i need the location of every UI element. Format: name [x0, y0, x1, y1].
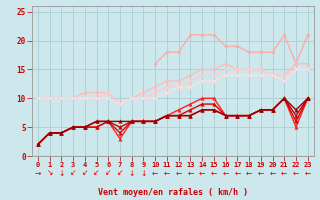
Text: ↓: ↓ — [140, 168, 147, 178]
Text: ↓: ↓ — [58, 168, 65, 178]
Text: ←: ← — [164, 168, 170, 178]
Text: ↙: ↙ — [117, 168, 123, 178]
Text: ↓: ↓ — [129, 168, 135, 178]
Text: ←: ← — [187, 168, 194, 178]
X-axis label: Vent moyen/en rafales ( km/h ): Vent moyen/en rafales ( km/h ) — [98, 188, 248, 197]
Text: ←: ← — [305, 168, 311, 178]
Text: ←: ← — [269, 168, 276, 178]
Text: ←: ← — [281, 168, 287, 178]
Text: ←: ← — [152, 168, 158, 178]
Text: ←: ← — [246, 168, 252, 178]
Text: ↙: ↙ — [105, 168, 111, 178]
Text: ←: ← — [199, 168, 205, 178]
Text: ↘: ↘ — [46, 168, 53, 178]
Text: ←: ← — [222, 168, 229, 178]
Text: ←: ← — [175, 168, 182, 178]
Text: ←: ← — [211, 168, 217, 178]
Text: ↙: ↙ — [93, 168, 100, 178]
Text: →: → — [35, 168, 41, 178]
Text: ←: ← — [293, 168, 299, 178]
Text: ←: ← — [258, 168, 264, 178]
Text: ←: ← — [234, 168, 241, 178]
Text: ↙: ↙ — [82, 168, 88, 178]
Text: ↙: ↙ — [70, 168, 76, 178]
